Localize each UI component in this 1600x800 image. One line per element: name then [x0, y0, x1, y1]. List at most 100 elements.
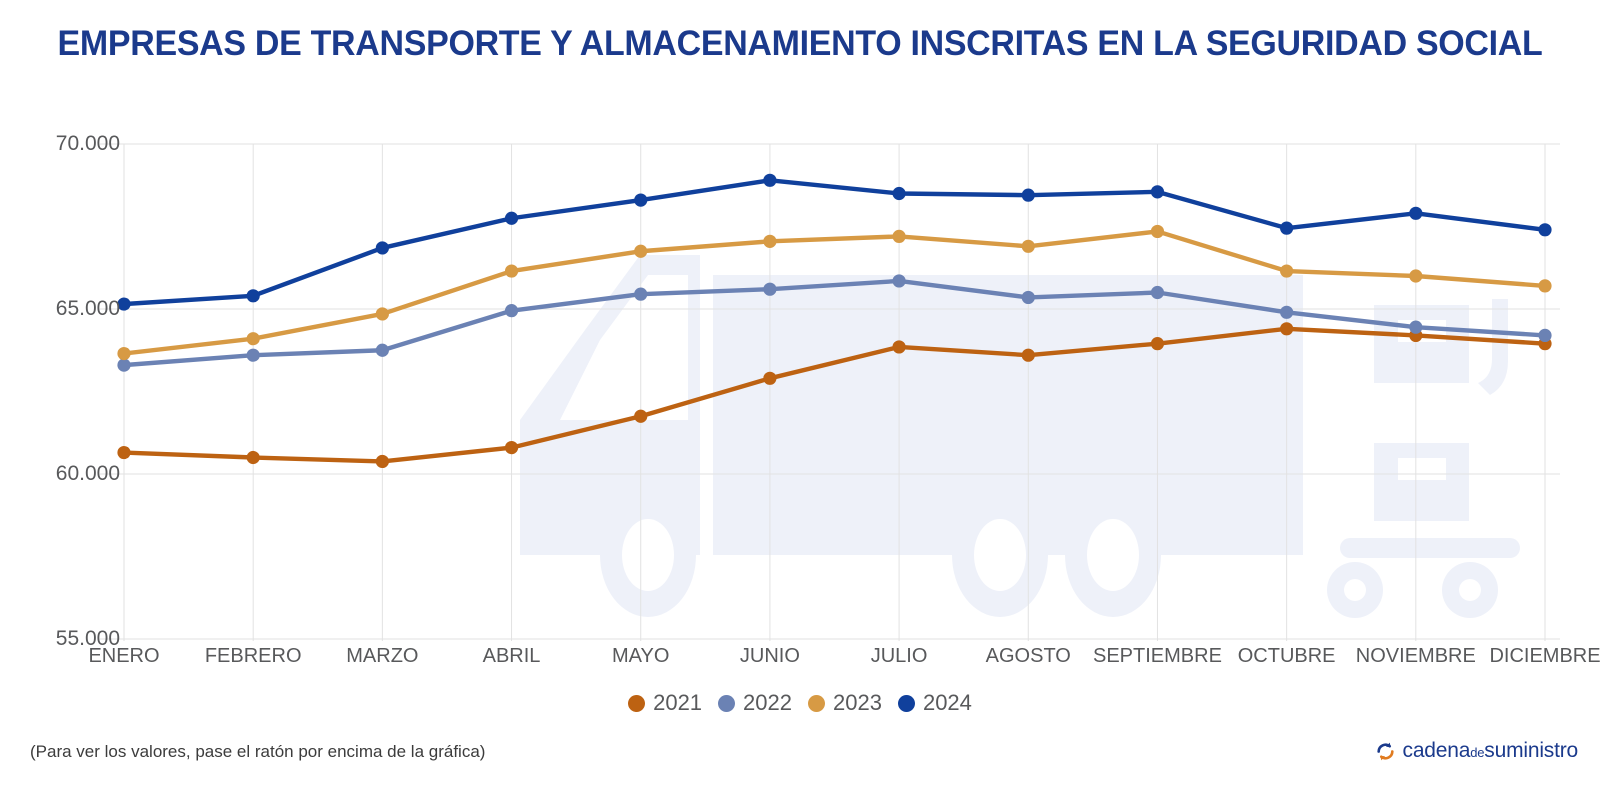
data-point-2023-ENERO[interactable] [117, 346, 131, 361]
data-point-2022-ABRIL[interactable] [504, 304, 519, 318]
data-point-2023-FEBRERO[interactable] [246, 332, 260, 346]
x-axis-tick-label: FEBRERO [204, 645, 302, 667]
data-point-2024-ABRIL[interactable] [504, 211, 519, 225]
data-point-2023-OCTUBRE[interactable] [1280, 264, 1294, 278]
data-point-2024-ENERO[interactable] [117, 297, 131, 311]
series-line-2024 [121, 178, 1548, 307]
data-point-2023-NOVIEMBRE[interactable] [1409, 269, 1423, 283]
y-axis-tick-label: 70.000 [55, 132, 120, 155]
series-line-2022 [121, 278, 1548, 368]
data-point-2023-MARZO[interactable] [375, 307, 389, 321]
x-axis-tick-label: ABRIL [482, 645, 541, 667]
brand-word-suministro: suministro [1484, 739, 1578, 762]
data-point-2022-DICIEMBRE[interactable] [1538, 328, 1552, 342]
data-point-2022-MARZO[interactable] [375, 343, 389, 357]
legend-label: 2022 [743, 690, 792, 715]
legend-item-2021[interactable]: 2021 [628, 690, 702, 716]
page-title: EMPRESAS DE TRANSPORTE Y ALMACENAMIENTO … [57, 24, 1543, 63]
data-point-2021-MAYO[interactable] [634, 409, 648, 423]
watermark-wheel-hub-2 [974, 519, 1026, 591]
series-2021[interactable] [117, 322, 1552, 469]
legend-label: 2024 [922, 690, 972, 715]
series-2024[interactable] [117, 173, 1552, 311]
legend-item-2022[interactable]: 2022 [718, 690, 792, 716]
legend-label: 2023 [833, 690, 882, 715]
data-point-2022-JUNIO[interactable] [763, 282, 777, 296]
data-point-2024-DICIEMBRE[interactable] [1538, 223, 1552, 237]
data-point-2024-SEPTIEMBRE[interactable] [1150, 185, 1165, 199]
data-point-2022-AGOSTO[interactable] [1021, 290, 1035, 305]
x-axis-tick-label: JUNIO [739, 645, 800, 667]
watermark-box-2 [1374, 443, 1469, 521]
data-point-2022-OCTUBRE[interactable] [1280, 305, 1294, 319]
data-point-2021-JUNIO[interactable] [763, 371, 777, 385]
data-point-2024-AGOSTO[interactable] [1021, 188, 1035, 202]
data-point-2022-FEBRERO[interactable] [246, 348, 260, 362]
legend-color-dot [628, 694, 646, 712]
y-axis-tick-label: 60.000 [55, 462, 120, 485]
data-point-2021-MARZO[interactable] [375, 454, 389, 469]
data-point-2021-ABRIL[interactable] [504, 441, 519, 455]
data-point-2022-JULIO[interactable] [892, 274, 906, 288]
x-axis-tick-label: SEPTIEMBRE [1092, 645, 1222, 667]
watermark-box-2-label [1398, 458, 1446, 480]
data-point-2023-JUNIO[interactable] [763, 234, 777, 248]
legend-color-dot [808, 694, 825, 712]
hover-hint-text: (Para ver los valores, pase el ratón por… [30, 742, 486, 761]
watermark-box-1 [1374, 305, 1469, 383]
data-point-2021-AGOSTO[interactable] [1021, 348, 1035, 362]
data-point-2023-MAYO[interactable] [634, 244, 648, 258]
y-axis-tick-label: 55.000 [55, 627, 120, 650]
watermark-wheel-hub-1 [622, 519, 674, 591]
data-point-2023-SEPTIEMBRE[interactable] [1150, 224, 1165, 239]
brand-logo-block[interactable]: cadenadesuministro [1375, 738, 1578, 764]
watermark-dolly-wheel-hub-1 [1344, 579, 1366, 601]
data-point-2022-MAYO[interactable] [634, 287, 648, 301]
watermark-dolly-bar [1340, 538, 1520, 558]
chart-legend[interactable]: 2021 2022 2023 2024 [0, 690, 1600, 716]
watermark-dolly-handle [1478, 299, 1508, 395]
data-point-2024-OCTUBRE[interactable] [1280, 221, 1294, 235]
data-point-2023-AGOSTO[interactable] [1021, 239, 1035, 253]
legend-item-2023[interactable]: 2023 [808, 690, 882, 716]
data-point-2023-ABRIL[interactable] [504, 264, 519, 278]
series-2023[interactable] [117, 224, 1552, 361]
brand-word-cadena: cadena [1402, 739, 1471, 762]
brand-word-de: de [1470, 745, 1485, 760]
watermark-wheel-hub-3 [1087, 519, 1139, 591]
brand-text: cadenadesuministro [1402, 739, 1579, 763]
x-axis-tick-label: MAYO [612, 645, 670, 667]
x-axis-tick-label: OCTUBRE [1237, 645, 1336, 667]
data-point-2021-OCTUBRE[interactable] [1280, 322, 1294, 336]
data-point-2023-DICIEMBRE[interactable] [1538, 279, 1552, 293]
data-point-2024-MAYO[interactable] [634, 193, 648, 207]
series-2022[interactable] [117, 274, 1552, 372]
data-point-2024-MARZO[interactable] [375, 241, 389, 255]
x-axis-labels: ENERO FEBRERO MARZO ABRIL MAYO JUNIO JULIO AGOS… [0, 645, 1600, 675]
legend-color-dot [897, 694, 915, 712]
legend-label: 2021 [653, 690, 703, 715]
watermark-dolly-wheel-hub-2 [1459, 579, 1481, 601]
watermark-cab-window [560, 275, 688, 420]
data-point-2024-FEBRERO[interactable] [246, 289, 260, 303]
data-point-2021-JULIO[interactable] [892, 340, 906, 354]
data-point-2021-SEPTIEMBRE[interactable] [1150, 337, 1165, 351]
data-point-2021-ENERO[interactable] [117, 445, 131, 460]
data-point-2022-NOVIEMBRE[interactable] [1409, 320, 1423, 334]
data-point-2024-NOVIEMBRE[interactable] [1409, 206, 1423, 220]
data-point-2024-JUNIO[interactable] [763, 173, 777, 187]
x-axis-tick-label: ENERO [88, 645, 160, 667]
data-point-2022-ENERO[interactable] [117, 358, 131, 372]
data-point-2021-FEBRERO[interactable] [246, 450, 260, 465]
legend-item-2024[interactable]: 2024 [897, 690, 972, 716]
series-line-2021 [121, 326, 1548, 464]
x-axis-tick-label: DICIEMBRE [1489, 645, 1600, 667]
legend-color-dot [718, 694, 736, 712]
data-point-2022-SEPTIEMBRE[interactable] [1150, 285, 1165, 300]
y-axis-tick-label: 65.000 [55, 297, 120, 320]
data-point-2023-JULIO[interactable] [892, 229, 906, 243]
data-point-2024-JULIO[interactable] [892, 186, 906, 201]
